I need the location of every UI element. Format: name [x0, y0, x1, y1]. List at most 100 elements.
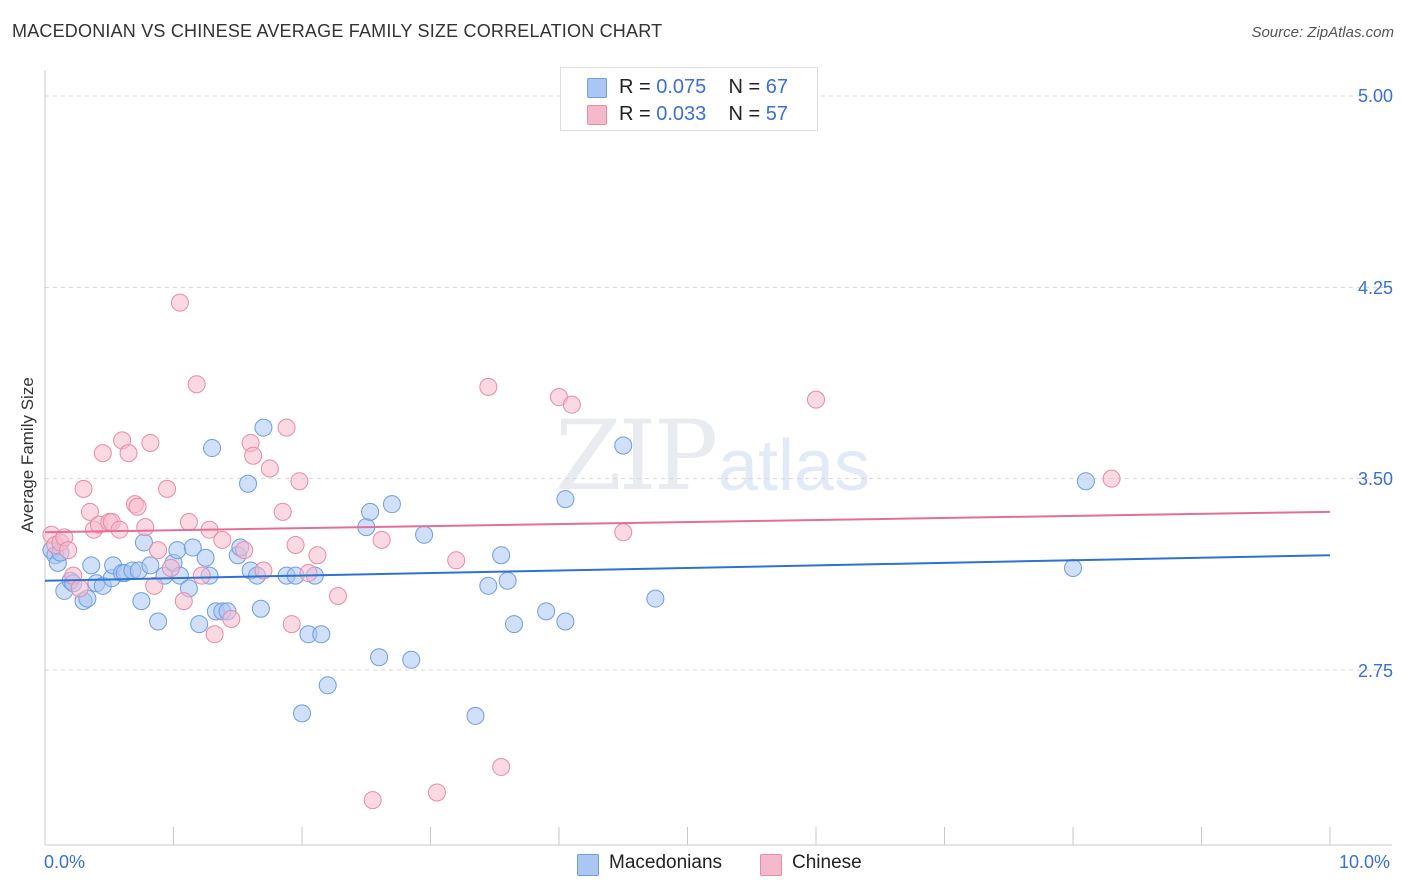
macedonians-point-62	[556, 490, 575, 509]
chinese-point-7	[74, 479, 93, 498]
chinese-point-20	[141, 433, 160, 452]
chinese-point-51	[479, 377, 498, 396]
chinese-point-25	[170, 293, 189, 312]
source-label: Source: ZipAtlas.com	[1251, 24, 1394, 41]
watermark-atlas: atlas	[718, 426, 871, 506]
chinese-point-23	[158, 479, 177, 498]
macedonians-point-58	[498, 571, 517, 590]
chinese-point-47	[363, 791, 382, 810]
macedonians-point-63	[614, 436, 633, 455]
chinese-point-50	[447, 551, 466, 570]
chinese-point-52	[492, 757, 511, 776]
chinese-point-54	[562, 395, 581, 414]
chinese-point-18	[128, 497, 147, 516]
n-value: 57	[765, 102, 789, 125]
chinese-point-56	[807, 390, 825, 409]
macedonians-legend-swatch	[577, 854, 599, 876]
chinese-legend-label: Chinese	[792, 852, 862, 873]
macedonians-legend-label: Macedonians	[609, 852, 723, 873]
y-axis-label: Average Family Size	[18, 377, 37, 533]
chinese-point-4	[59, 541, 78, 560]
chinese-point-34	[235, 541, 254, 560]
macedonians-trend-line	[44, 554, 1331, 582]
chinese-point-31	[205, 625, 224, 644]
macedonians-point-56	[479, 576, 498, 595]
macedonians-point-31	[203, 439, 222, 458]
macedonians-point-59	[505, 615, 524, 634]
correlation-legend: R = 0.075 N = 67 R = 0.033 N = 57	[560, 67, 818, 131]
macedonians-point-65	[1064, 558, 1082, 577]
chinese-point-43	[290, 472, 309, 491]
x-tick-label-end: 10.0%	[1339, 852, 1391, 872]
y-tick-label-4-25: 4.25	[1357, 278, 1393, 298]
chinese-point-32	[213, 530, 232, 549]
chinese-swatch	[587, 105, 607, 125]
watermark-zip: ZIP	[555, 400, 718, 512]
chinese-point-41	[282, 615, 301, 634]
chinese-point-22	[149, 541, 168, 560]
n-value: 67	[765, 75, 789, 98]
chinese-point-24	[161, 558, 180, 577]
chinese-point-39	[273, 502, 292, 521]
chinese-point-11	[93, 444, 112, 463]
macedonians-point-61	[556, 612, 575, 631]
r-label: R =	[619, 102, 657, 125]
chinese-point-16	[119, 444, 138, 463]
x-tick-label-start: 0.0%	[44, 852, 86, 872]
chinese-point-40	[277, 418, 296, 437]
y-tick-label-5-00: 5.00	[1357, 86, 1393, 106]
chart-title: MACEDONIAN VS CHINESE AVERAGE FAMILY SIZ…	[12, 21, 663, 41]
chinese-point-44	[299, 564, 318, 583]
r-value: 0.033	[656, 102, 707, 125]
macedonians-point-51	[370, 648, 389, 667]
chinese-point-57	[1102, 469, 1121, 488]
chinese-point-21	[145, 576, 164, 595]
macedonians-point-52	[382, 495, 401, 514]
chinese-point-27	[179, 513, 198, 532]
chinese-point-45	[308, 546, 327, 565]
macedonians-point-24	[168, 541, 187, 560]
macedonians-point-18	[132, 592, 151, 611]
chinese-point-55	[614, 523, 633, 542]
macedonians-point-44	[293, 704, 311, 723]
chinese-point-28	[187, 375, 206, 394]
chinese-point-19	[136, 518, 155, 537]
macedonians-point-60	[537, 602, 556, 621]
macedonians-point-29	[196, 548, 215, 567]
chinese-point-8	[80, 502, 99, 521]
macedonians-point-57	[492, 546, 511, 565]
macedonians-point-20	[141, 556, 160, 575]
r-label: R =	[619, 75, 657, 98]
r-value: 0.075	[656, 75, 707, 98]
chinese-point-29	[192, 566, 211, 585]
chinese-point-49	[427, 783, 446, 802]
chinese-legend-swatch	[760, 854, 782, 876]
macedonians-point-48	[318, 676, 337, 695]
chinese-point-14	[110, 520, 129, 539]
macedonians-point-28	[190, 615, 209, 634]
macedonians-point-50	[361, 502, 380, 521]
macedonians-point-47	[312, 625, 331, 644]
chinese-point-26	[174, 592, 193, 611]
chinese-point-6	[70, 579, 89, 598]
macedonians-point-40	[251, 599, 270, 618]
macedonians-point-21	[149, 612, 168, 631]
macedonians-point-37	[239, 474, 258, 493]
y-tick-label-3-50: 3.50	[1357, 469, 1393, 489]
macedonians-point-64	[646, 589, 665, 608]
macedonians-point-9	[82, 556, 101, 575]
chinese-point-36	[244, 446, 263, 465]
macedonians-point-54	[415, 525, 434, 544]
chinese-point-38	[260, 459, 279, 478]
n-label: N =	[728, 75, 766, 98]
chinese-point-37	[254, 561, 273, 580]
macedonians-point-53	[402, 650, 421, 669]
chinese-point-42	[286, 535, 305, 554]
chinese-point-33	[222, 609, 241, 628]
macedonians-point-66	[1076, 472, 1095, 491]
chinese-point-46	[328, 587, 347, 606]
chinese-point-48	[372, 530, 391, 549]
macedonians-point-41	[254, 418, 273, 437]
macedonians-point-27	[183, 538, 202, 557]
